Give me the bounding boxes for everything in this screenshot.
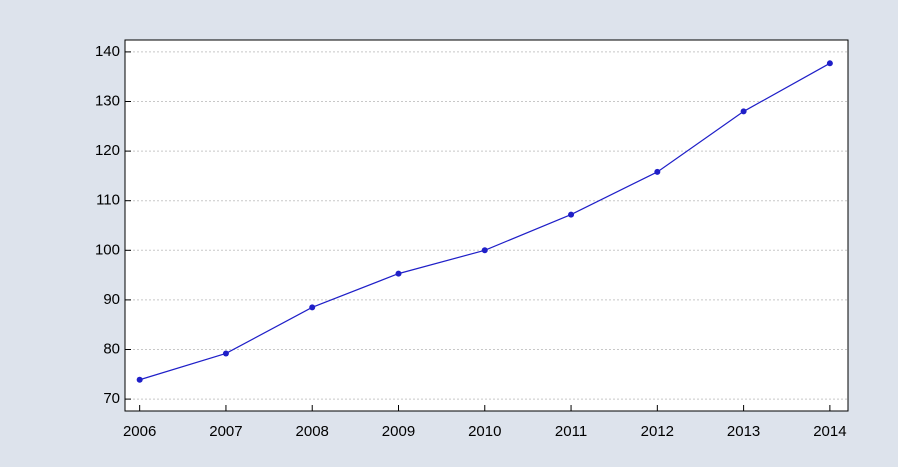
- y-tick-label: 100: [95, 241, 120, 258]
- x-tick-label: 2011: [555, 423, 587, 440]
- x-tick-label: 2009: [382, 423, 415, 440]
- x-tick-label: 2013: [727, 423, 760, 440]
- data-point: [740, 108, 747, 115]
- x-tick-label: 2008: [296, 423, 329, 440]
- y-tick-label: 140: [95, 43, 120, 60]
- data-point: [395, 270, 402, 277]
- y-tick-label: 130: [95, 92, 120, 109]
- data-point: [826, 60, 833, 67]
- x-tick-label: 2014: [813, 423, 846, 440]
- x-tick-label: 2007: [209, 423, 242, 440]
- plot-area: [125, 40, 848, 411]
- y-tick-label: 110: [96, 192, 120, 209]
- data-point: [481, 247, 488, 254]
- data-point: [222, 350, 229, 357]
- data-point: [654, 168, 661, 175]
- data-point: [568, 211, 575, 218]
- x-tick-label: 2006: [123, 423, 156, 440]
- y-tick-label: 90: [103, 291, 120, 308]
- y-tick-label: 70: [103, 390, 120, 407]
- x-tick-label: 2010: [468, 423, 501, 440]
- y-tick-label: 120: [95, 142, 120, 159]
- data-point: [136, 376, 143, 383]
- data-point: [309, 304, 316, 311]
- plot-frame: [124, 39, 849, 412]
- y-tick-label: 80: [103, 340, 120, 357]
- x-tick-label: 2012: [641, 423, 674, 440]
